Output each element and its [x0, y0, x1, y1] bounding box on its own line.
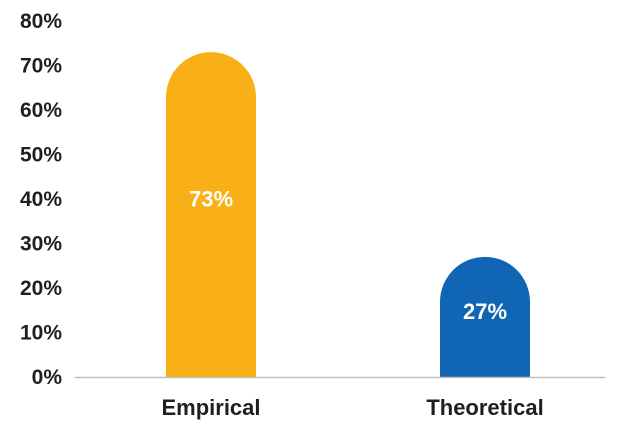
bars: [166, 52, 530, 377]
category-labels: Empirical Theoretical: [161, 395, 543, 420]
y-tick-label: 10%: [20, 322, 62, 345]
bar-theoretical: [440, 256, 530, 377]
y-tick-label: 0%: [32, 366, 63, 389]
y-tick-label: 20%: [20, 277, 62, 300]
y-axis-ticks: 0% 10% 20% 30% 40% 50% 60% 70% 80%: [20, 10, 62, 389]
data-labels: 73% 27%: [189, 186, 507, 324]
y-tick-label: 50%: [20, 144, 62, 167]
category-label: Empirical: [161, 395, 260, 420]
data-label: 27%: [463, 299, 507, 324]
y-tick-label: 70%: [20, 55, 62, 78]
category-label: Theoretical: [426, 395, 543, 420]
y-tick-label: 40%: [20, 188, 62, 211]
y-tick-label: 80%: [20, 10, 62, 33]
y-tick-label: 30%: [20, 233, 62, 256]
data-label: 73%: [189, 186, 233, 211]
y-tick-label: 60%: [20, 99, 62, 122]
bar-empirical: [166, 52, 256, 377]
